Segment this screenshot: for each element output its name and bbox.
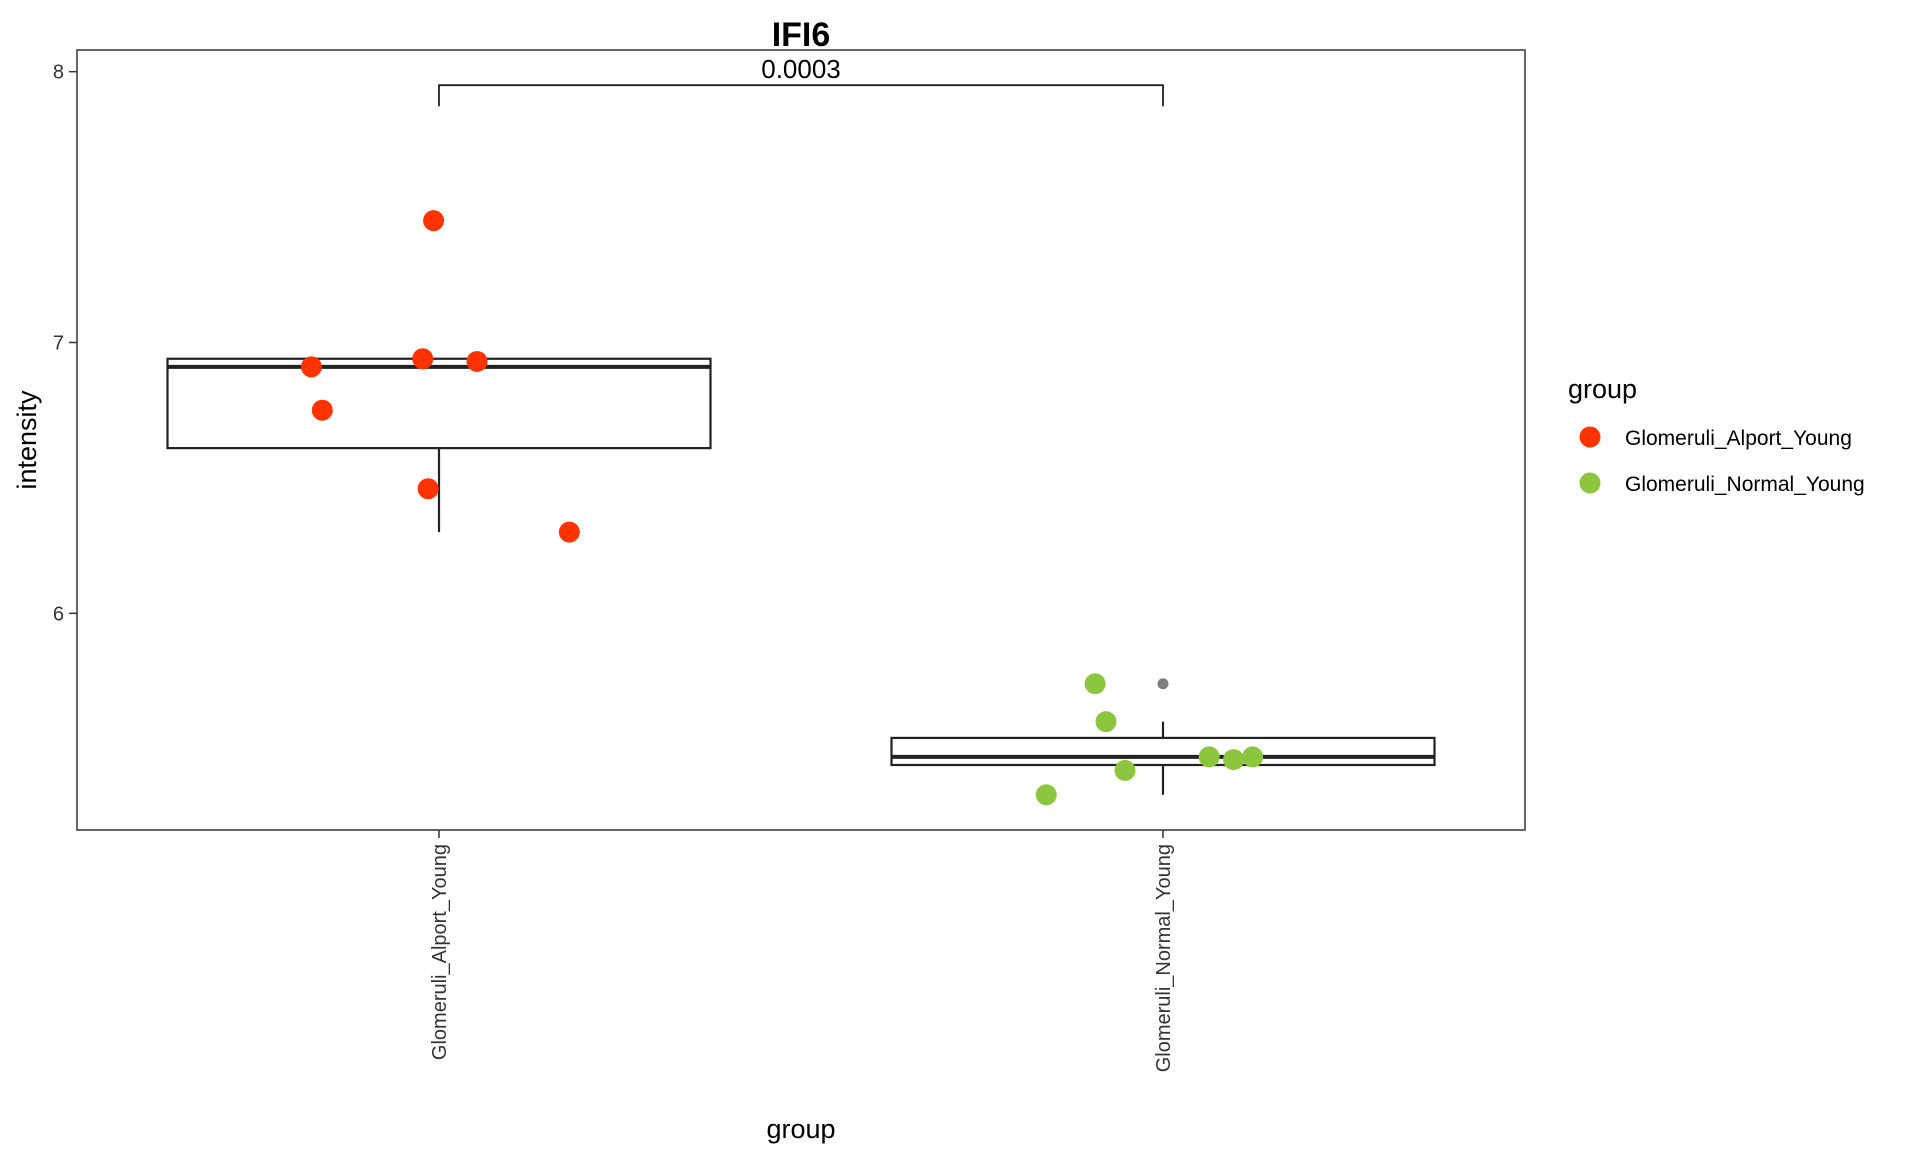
legend: group Glomeruli_Alport_Young Glomeruli_No… [1568, 374, 1865, 496]
data-point [1242, 746, 1264, 768]
y-axis: 6 7 8 [53, 62, 77, 625]
bracket-line [438, 84, 1164, 107]
chart-title: IFI6 [772, 16, 831, 54]
box-body [166, 357, 712, 450]
significance-bracket: 0.0003 [438, 54, 1164, 107]
data-point [1035, 784, 1057, 806]
p-value-label: 0.0003 [761, 54, 841, 84]
data-point [466, 350, 488, 372]
data-point [311, 399, 333, 421]
boxplot [166, 357, 712, 533]
data-point [417, 478, 439, 500]
data-points [300, 210, 1264, 806]
legend-label: Glomeruli_Alport_Young [1625, 427, 1852, 450]
x-axis: Glomeruli_Alport_Young Glomeruli_Normal_Y… [429, 830, 1175, 1072]
outlier-point [1157, 678, 1169, 690]
data-point [1223, 749, 1245, 771]
data-point [300, 356, 322, 378]
data-point [1084, 673, 1106, 695]
legend-key [1579, 472, 1601, 494]
box-body [890, 736, 1436, 767]
data-point [1198, 746, 1220, 768]
data-point [1095, 711, 1117, 733]
data-point [1114, 759, 1136, 781]
y-tick-label: 6 [53, 603, 64, 625]
boxplot [890, 678, 1436, 795]
x-tick-label: Glomeruli_Alport_Young [429, 844, 451, 1060]
y-axis-title: intensity [12, 390, 42, 490]
y-tick-label: 7 [53, 333, 64, 355]
data-point [423, 210, 445, 232]
data-point [558, 521, 580, 543]
x-tick-label: Glomeruli_Normal_Young [1153, 844, 1175, 1072]
y-tick-label: 8 [53, 62, 64, 84]
legend-label: Glomeruli_Normal_Young [1625, 473, 1865, 496]
data-point [412, 348, 434, 370]
boxplots [166, 357, 1436, 795]
x-axis-title: group [766, 1114, 835, 1144]
legend-title: group [1568, 374, 1637, 404]
legend-key [1579, 426, 1601, 448]
